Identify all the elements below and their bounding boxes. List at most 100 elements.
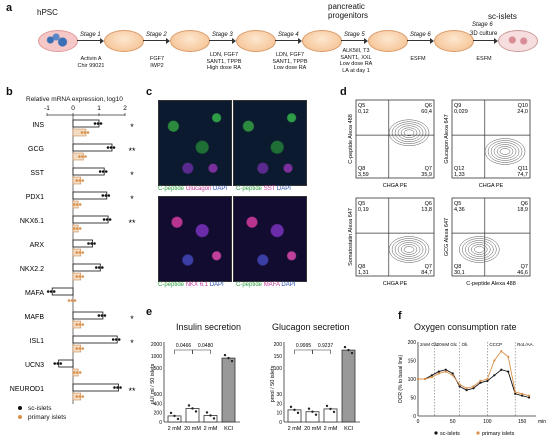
ocr-pt-1-16 bbox=[527, 394, 531, 397]
dot-primary-ISL1-2 bbox=[81, 347, 85, 350]
sig-INS: * bbox=[130, 122, 134, 132]
gene-label-SST: SST bbox=[30, 170, 44, 177]
glu-pt-0-2 bbox=[296, 411, 300, 415]
dot-primary-NEUROD1-2 bbox=[81, 395, 85, 398]
cap-dapi-4: DAPI bbox=[281, 282, 296, 288]
panel-c-label: c bbox=[146, 86, 153, 98]
glu-xcat-1: 20 mM bbox=[304, 426, 321, 432]
ocr-phase-4: Rot./AA. bbox=[517, 342, 534, 347]
glu-pt-3-0 bbox=[343, 345, 347, 349]
dot-primary-GCG-0 bbox=[78, 155, 81, 158]
flow-contour-3-4 bbox=[471, 244, 488, 255]
cap-sst: SST bbox=[263, 186, 276, 192]
dot-sc-INS-2 bbox=[99, 122, 103, 125]
dot-sc-ISL1-1 bbox=[114, 338, 118, 341]
dot-sc-NKX6.1-1 bbox=[105, 218, 109, 221]
dot-primary-ISL1-1 bbox=[78, 347, 82, 350]
glu-pt-3-1 bbox=[347, 348, 350, 352]
dot-sc-UCN3-0 bbox=[53, 362, 56, 365]
flow-qname-1-2: Q12 bbox=[454, 166, 464, 172]
legend-sc-dot bbox=[18, 406, 22, 411]
ins-ytick-1: 200 bbox=[154, 411, 163, 417]
sc-islets-title: sc-islets bbox=[488, 12, 517, 21]
dot-primary-SST-1 bbox=[78, 179, 82, 182]
ocr-pt-0-5 bbox=[451, 372, 454, 375]
cond5-line4: LA at day 1 bbox=[342, 67, 370, 74]
cap-dapi-3: DAPI bbox=[209, 282, 224, 288]
ocr-pt-0-9 bbox=[479, 381, 482, 384]
cap-nkx61: NKX 6.1 bbox=[185, 282, 209, 288]
insulin-title: Insulin secretion bbox=[176, 322, 242, 332]
cond1-line2: Chir 99021 bbox=[77, 62, 105, 69]
caption-top-left: C-peptide Glucagon DAPI bbox=[158, 186, 227, 192]
dot-sc-NKX2.2-0 bbox=[95, 266, 98, 269]
ocr-xtick-3: 150 bbox=[518, 419, 527, 425]
ocr-pt-0-6 bbox=[458, 385, 461, 388]
glu-p2: 0.9237 bbox=[318, 343, 334, 349]
glu-bar-2 bbox=[323, 408, 338, 423]
dot-sc-NEUROD1-1 bbox=[116, 386, 119, 389]
cond-stage4: LDN, FGF7 SANT1, TPPB Low dose RA bbox=[262, 52, 318, 72]
dot-sc-SST-1 bbox=[101, 170, 105, 173]
gene-label-MAFA: MAFA bbox=[25, 290, 44, 297]
ocr-pt-0-13 bbox=[507, 370, 510, 373]
ocr-ytick-2: 100 bbox=[408, 377, 417, 383]
ins-bar-3 bbox=[221, 357, 236, 423]
flow-qval-1-3: 74,7 bbox=[517, 172, 528, 178]
ocr-pt-0-8 bbox=[472, 387, 475, 390]
glu-bracket-2 bbox=[312, 349, 331, 354]
flow-qname-2-0: Q5 bbox=[358, 201, 365, 207]
cond-stage6b: ESFM bbox=[476, 56, 492, 62]
dot-sc-MAFA-1 bbox=[49, 290, 53, 293]
caption-bottom-right: C-peptide MAFA DAPI bbox=[236, 282, 295, 288]
glu-ytick-2: 20 bbox=[276, 401, 282, 407]
ocr-pt-1-6 bbox=[458, 383, 461, 386]
dot-sc-UCN3-1 bbox=[56, 362, 59, 365]
glu-ytick-3: 30 bbox=[276, 392, 282, 398]
flow-qval-2-2: 1,31 bbox=[358, 270, 369, 276]
ins-xcat-0: 2 mM bbox=[168, 426, 182, 432]
flow-contour-2-3 bbox=[397, 242, 421, 257]
dot-primary-MAFB-0 bbox=[75, 323, 79, 326]
dish-stage4 bbox=[302, 30, 342, 52]
glu-pt-3-2 bbox=[350, 351, 354, 355]
cond3-line3: High dose RA bbox=[207, 65, 241, 71]
flow-qname-2-1: Q6 bbox=[425, 201, 432, 207]
cond2-line1: FGF7 bbox=[149, 56, 165, 62]
flow-contour-0-5 bbox=[403, 129, 415, 137]
dot-sc-NEUROD1-2 bbox=[119, 386, 122, 389]
gene-label-INS: INS bbox=[32, 122, 44, 129]
dot-primary-PDX1-0 bbox=[72, 203, 76, 206]
sig-NEUROD1: ** bbox=[128, 386, 136, 396]
ocr-pt-0-7 bbox=[465, 389, 468, 392]
flow-xlabel-3: C-peptide Alexa 488 bbox=[466, 281, 516, 287]
dot-sc-MAFA-2 bbox=[52, 290, 56, 293]
flow-ylabel-3: GCG Alexa 647 bbox=[444, 218, 450, 256]
glu-p1: 0.9995 bbox=[296, 343, 312, 349]
panel-f-label: f bbox=[398, 310, 402, 322]
ocr-pt-0-16 bbox=[527, 396, 531, 399]
sig-NKX6.1: ** bbox=[128, 218, 136, 228]
glu-ytick-0: 0 bbox=[279, 420, 282, 426]
ocr-phase-1: 20mM Glc bbox=[437, 342, 458, 347]
ins-pt-0-2 bbox=[176, 417, 180, 421]
flow-qval-1-2: 1,33 bbox=[454, 172, 465, 178]
ocr-pt-0-2 bbox=[430, 374, 433, 377]
legend-primary-row: primary islets bbox=[18, 413, 66, 422]
ins-pt-1-0 bbox=[187, 404, 191, 407]
dot-primary-INS-0 bbox=[80, 131, 84, 134]
flow-contour-1-3 bbox=[493, 144, 517, 159]
ins-pt-1-1 bbox=[191, 407, 194, 410]
flow-plot-1 bbox=[451, 99, 531, 179]
glu-pt-2-1 bbox=[329, 407, 332, 411]
ocr-phase-0: 2mM Glc bbox=[420, 342, 439, 347]
cap-glucagon: Glucagon bbox=[185, 186, 212, 192]
gene-label-NKX6.1: NKX6.1 bbox=[20, 218, 44, 225]
dot-sc-ISL1-0 bbox=[111, 338, 115, 341]
ocr-pt-1-5 bbox=[451, 374, 454, 377]
flow-contour-0-2 bbox=[394, 123, 424, 143]
ocr-pt-1-3 bbox=[437, 372, 440, 375]
ocr-pt-0-14 bbox=[514, 392, 517, 395]
dot-primary-NEUROD1-1 bbox=[78, 395, 82, 398]
